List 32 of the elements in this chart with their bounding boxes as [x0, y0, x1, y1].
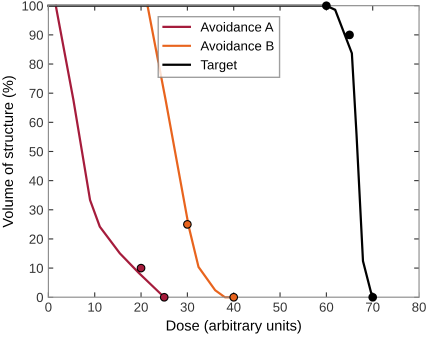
y-tick-label: 30: [29, 205, 44, 215]
x-tick-label: 10: [88, 302, 102, 312]
x-axis-title: Dose (arbitrary units): [166, 320, 301, 334]
x-tick-label: 40: [226, 302, 241, 312]
x-tick-label: 60: [320, 302, 334, 312]
x-tick-label: 0: [45, 302, 52, 312]
y-tick-label: 80: [29, 60, 44, 69]
point: [322, 1, 331, 10]
legend-label: Target: [200, 60, 237, 72]
legend-label: Avoidance A: [200, 22, 274, 32]
point: [160, 292, 169, 302]
x-tick-label: 30: [180, 302, 194, 312]
y-tick-label: 10: [30, 264, 44, 273]
y-tick-label: 100: [22, 1, 44, 11]
x-tick-label: 80: [412, 302, 426, 312]
y-tick-label: 50: [29, 147, 44, 156]
legend-label: Avoidance B: [200, 40, 274, 51]
y-tick-label: 90: [29, 30, 44, 40]
point: [183, 220, 192, 229]
y-tick-label: 70: [30, 88, 44, 98]
x-tick-label: 20: [134, 302, 148, 312]
point: [368, 292, 378, 302]
y-tick-label: 60: [30, 118, 44, 128]
point: [229, 292, 238, 302]
y-axis-title: Volume of structure (%): [2, 76, 16, 228]
x-tick-label: 50: [273, 302, 287, 312]
point: [136, 264, 146, 272]
point: [345, 30, 354, 40]
y-tick-label: 0: [36, 292, 44, 302]
x-tick-label: 70: [366, 302, 380, 312]
y-tick-label: 40: [29, 176, 44, 186]
y-tick-label: 20: [30, 234, 44, 244]
